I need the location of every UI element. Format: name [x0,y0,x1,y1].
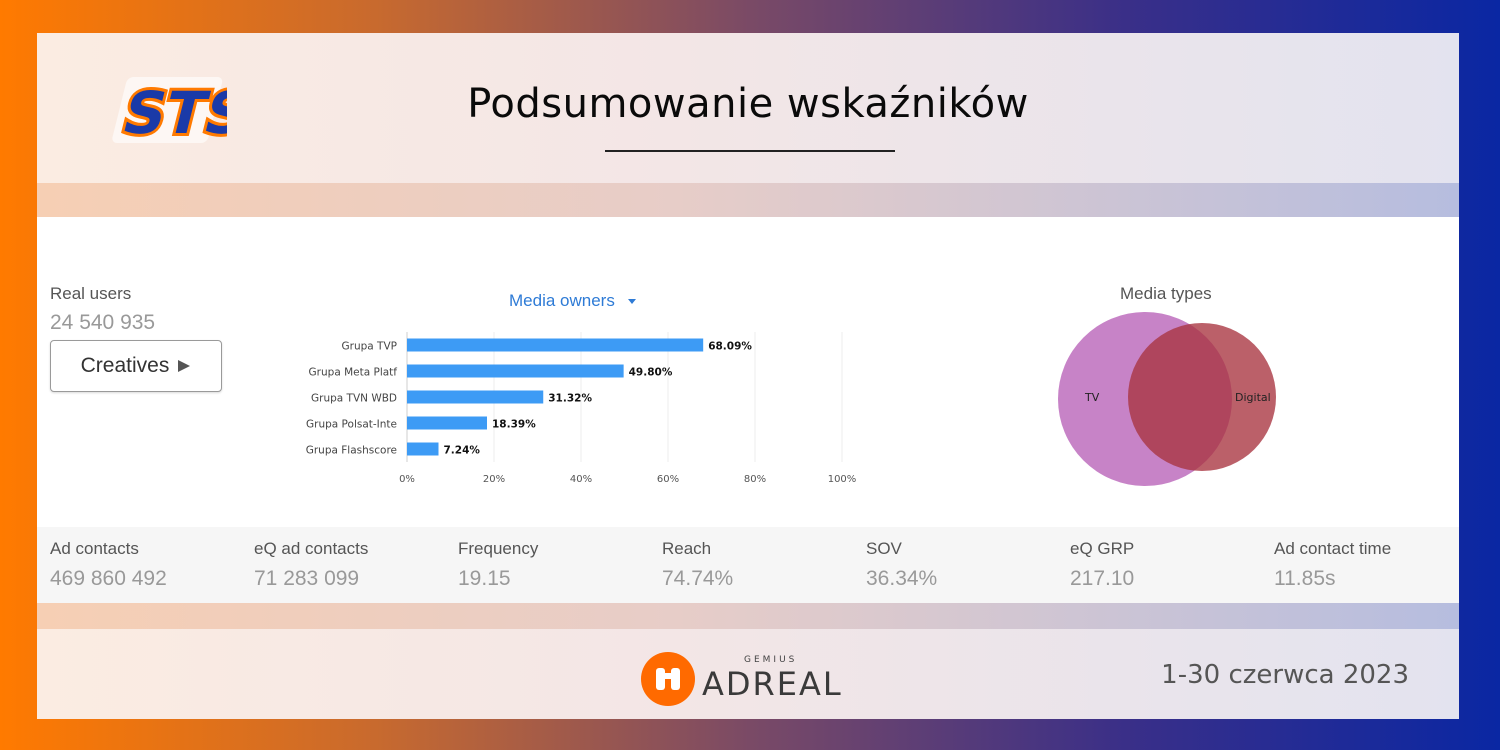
creatives-button[interactable]: Creatives [50,340,222,392]
adreal-brand-large: ADREAL [702,665,843,703]
venn-set-digital [1128,323,1276,471]
bar-value-label: 7.24% [443,445,480,457]
page-title: Podsumowanie wskaźników [467,81,1029,127]
metric-value: 19.15 [458,567,511,590]
bar [407,416,487,430]
play-triangle-icon [178,360,191,372]
bar [407,364,624,378]
media-owners-label: Media owners [509,291,615,310]
adreal-logo: GEMIUS ADREAL [641,652,843,706]
report-date: 1-30 czerwca 2023 [1161,660,1409,690]
metric-ad-contacts: Ad contacts 469 860 492 [50,539,167,591]
metric-label: SOV [866,539,902,558]
decor-band-bottom [37,603,1459,629]
creatives-button-label: Creatives [80,354,170,377]
metric-value: 71 283 099 [254,567,360,590]
x-tick-label: 20% [483,474,505,485]
x-tick-label: 0% [399,474,415,485]
category-label: Grupa Polsat-Inte [306,419,397,431]
media-types-title: Media types [1120,284,1212,303]
metric-label: eQ ad contacts [254,539,369,558]
bar [407,338,704,352]
bar [407,390,544,404]
real-users-value: 24 540 935 [50,311,156,334]
metric-label: Reach [662,539,712,558]
report-card: STS STS Podsumowanie wskaźników Real use… [37,33,1459,719]
metric-label: eQ GRP [1070,539,1135,558]
bar-value-label: 68.09% [708,341,752,353]
metric-label: Frequency [458,539,539,558]
bar [407,442,439,456]
bar-value-label: 49.80% [629,367,673,379]
x-tick-label: 60% [657,474,679,485]
metric-ad-contact-time: Ad contact time 11.85s [1274,539,1391,591]
sts-logo: STS STS [112,76,227,150]
decor-band-top [37,183,1459,217]
metric-label: Ad contacts [50,539,139,558]
real-users-label: Real users [50,284,132,303]
sts-logo-outline: STS [116,79,227,147]
metric-value: 74.74% [662,567,734,590]
category-label: Grupa Flashscore [306,445,397,457]
media-owners-dropdown[interactable]: Media owners [509,291,638,311]
metric-label: Ad contact time [1274,539,1392,558]
caret-down-icon [627,299,636,304]
metric-frequency: Frequency 19.15 [458,539,538,591]
category-label: Grupa TVN WBD [311,393,397,405]
x-tick-label: 40% [570,474,592,485]
dashboard-panel: Real users 24 540 935 Creatives Media ow… [37,217,1459,603]
title-underline [605,150,895,152]
x-tick-label: 100% [828,474,857,485]
metric-value: 11.85s [1274,567,1336,590]
adreal-brand-small: GEMIUS [744,655,797,665]
venn-label-tv: TV [1084,391,1100,404]
metric-value: 217.10 [1070,567,1135,590]
metric-reach: Reach 74.74% [662,539,733,591]
bar-value-label: 31.32% [548,393,592,405]
media-owners-chart: 0% 20% 40% 60% 80% 100% Grupa TVP 68.09% Grupa M… [306,332,857,485]
bar-value-label: 18.39% [492,419,536,431]
x-tick-label: 80% [744,474,766,485]
venn-label-digital: Digital [1235,391,1271,404]
metric-eq-ad-contacts: eQ ad contacts 71 283 099 [254,539,368,591]
metric-value: 469 860 492 [50,567,167,590]
media-types-venn: TV Digital [1058,312,1276,486]
metric-value: 36.34% [866,567,938,590]
metric-eq-grp: eQ GRP 217.10 [1070,539,1134,591]
metrics-row: Ad contacts 469 860 492 eQ ad contacts 7… [37,527,1459,603]
sts-logo-text: STS [116,79,227,147]
metric-sov: SOV 36.34% [866,539,937,591]
category-label: Grupa Meta Platf [309,367,398,379]
category-label: Grupa TVP [342,341,397,353]
